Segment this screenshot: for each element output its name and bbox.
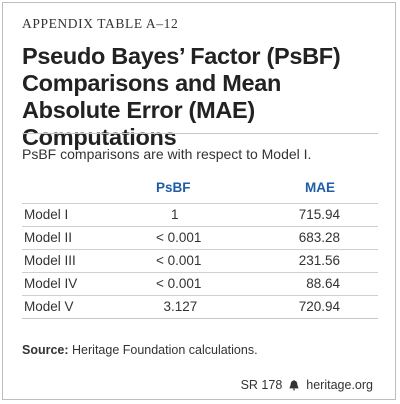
cell-model: Model I (24, 207, 69, 222)
cell-mae: 88.64 (306, 276, 340, 291)
divider (22, 133, 378, 134)
table-subtitle: PsBF comparisons are with respect to Mod… (22, 146, 312, 162)
appendix-label: APPENDIX TABLE A–12 (22, 16, 179, 31)
report-number: SR 178 (240, 378, 283, 392)
cell-model: Model IV (24, 276, 78, 291)
cell-mae: 231.56 (298, 253, 340, 268)
table-title: Pseudo Bayes’ Factor (PsBF) Comparisons … (22, 43, 341, 150)
liberty-bell-icon (289, 379, 299, 391)
cell-model: Model V (24, 299, 74, 314)
site-name[interactable]: heritage.org (306, 378, 373, 392)
divider (22, 318, 378, 319)
table-row: Model III < 0.001 231.56 (22, 249, 378, 272)
source-label: Source: (22, 343, 69, 357)
cell-psbf: < 0.001 (156, 276, 202, 291)
cell-mae: 715.94 (298, 207, 340, 222)
source-text: Heritage Foundation calculations. (68, 343, 258, 357)
cell-model: Model III (24, 253, 76, 268)
cell-psbf: 3.127 (156, 299, 198, 314)
cell-psbf: < 0.001 (156, 230, 202, 245)
table-row: Model I 1 715.94 (22, 203, 378, 226)
table-row: Model II < 0.001 683.28 (22, 226, 378, 249)
cell-mae: 683.28 (298, 230, 340, 245)
header-mae: MAE (305, 180, 335, 195)
footer: SR 178 heritage.org (241, 378, 373, 392)
header-psbf: PsBF (156, 180, 191, 195)
cell-mae: 720.94 (298, 299, 340, 314)
table-row: Model IV < 0.001 88.64 (22, 272, 378, 295)
source-note: Source: Heritage Foundation calculations… (22, 343, 258, 357)
table-row: Model V 3.127 720.94 (22, 295, 378, 318)
cell-model: Model II (24, 230, 73, 245)
cell-psbf: < 0.001 (156, 253, 202, 268)
cell-psbf: 1 (156, 207, 179, 222)
table-card: APPENDIX TABLE A–12 Pseudo Bayes’ Factor… (2, 2, 396, 400)
